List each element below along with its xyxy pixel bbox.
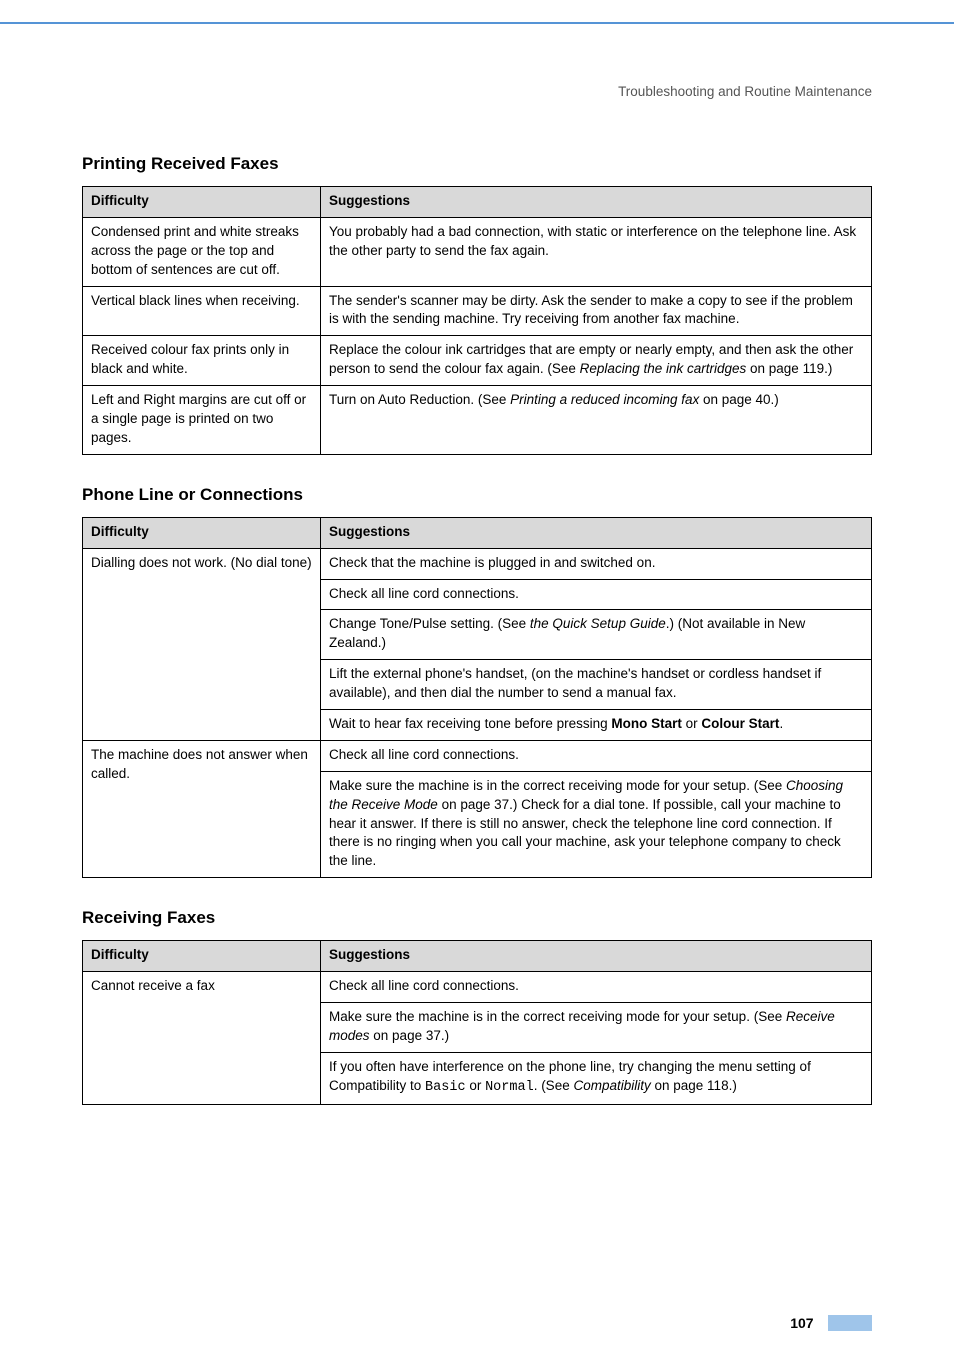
table-row: Dialling does not work. (No dial tone)Ch… (83, 548, 872, 579)
suggestion-cell: Make sure the machine is in the correct … (321, 771, 872, 877)
suggestion-cell: The sender's scanner may be dirty. Ask t… (321, 286, 872, 336)
table-row: Vertical black lines when receiving.The … (83, 286, 872, 336)
suggestion-cell: Replace the colour ink cartridges that a… (321, 336, 872, 386)
section-title: Receiving Faxes (82, 908, 872, 928)
difficulty-cell: The machine does not answer when called. (83, 740, 321, 877)
col-header-suggestions: Suggestions (321, 941, 872, 972)
difficulty-cell: Condensed print and white streaks across… (83, 217, 321, 286)
suggestion-cell: Check all line cord connections. (321, 972, 872, 1003)
table-row: Left and Right margins are cut off or a … (83, 386, 872, 455)
difficulty-cell: Received colour fax prints only in black… (83, 336, 321, 386)
suggestion-cell: Lift the external phone's handset, (on t… (321, 660, 872, 710)
table-row: Received colour fax prints only in black… (83, 336, 872, 386)
col-header-suggestions: Suggestions (321, 517, 872, 548)
suggestion-cell: Check all line cord connections. (321, 740, 872, 771)
table-row: Condensed print and white streaks across… (83, 217, 872, 286)
troubleshoot-table: DifficultySuggestionsCannot receive a fa… (82, 940, 872, 1104)
difficulty-cell: Dialling does not work. (No dial tone) (83, 548, 321, 740)
difficulty-cell: Left and Right margins are cut off or a … (83, 386, 321, 455)
suggestion-cell: Check that the machine is plugged in and… (321, 548, 872, 579)
footer-accent-bar (828, 1315, 872, 1331)
troubleshoot-table: DifficultySuggestionsDialling does not w… (82, 517, 872, 878)
col-header-suggestions: Suggestions (321, 187, 872, 218)
suggestion-cell: If you often have interference on the ph… (321, 1052, 872, 1104)
suggestion-cell: Check all line cord connections. (321, 579, 872, 610)
page-footer: 107 (0, 1135, 954, 1333)
section-title: Printing Received Faxes (82, 154, 872, 174)
troubleshoot-table: DifficultySuggestionsCondensed print and… (82, 186, 872, 455)
section-title: Phone Line or Connections (82, 485, 872, 505)
suggestion-cell: Wait to hear fax receiving tone before p… (321, 710, 872, 741)
table-row: Cannot receive a faxCheck all line cord … (83, 972, 872, 1003)
suggestion-cell: Make sure the machine is in the correct … (321, 1003, 872, 1053)
suggestion-cell: Change Tone/Pulse setting. (See the Quic… (321, 610, 872, 660)
page-content: Troubleshooting and Routine Maintenance … (0, 24, 954, 1105)
difficulty-cell: Vertical black lines when receiving. (83, 286, 321, 336)
breadcrumb: Troubleshooting and Routine Maintenance (82, 84, 872, 99)
table-row: The machine does not answer when called.… (83, 740, 872, 771)
col-header-difficulty: Difficulty (83, 187, 321, 218)
col-header-difficulty: Difficulty (83, 517, 321, 548)
suggestion-cell: Turn on Auto Reduction. (See Printing a … (321, 386, 872, 455)
col-header-difficulty: Difficulty (83, 941, 321, 972)
page-number: 107 (790, 1315, 813, 1331)
difficulty-cell: Cannot receive a fax (83, 972, 321, 1104)
suggestion-cell: You probably had a bad connection, with … (321, 217, 872, 286)
